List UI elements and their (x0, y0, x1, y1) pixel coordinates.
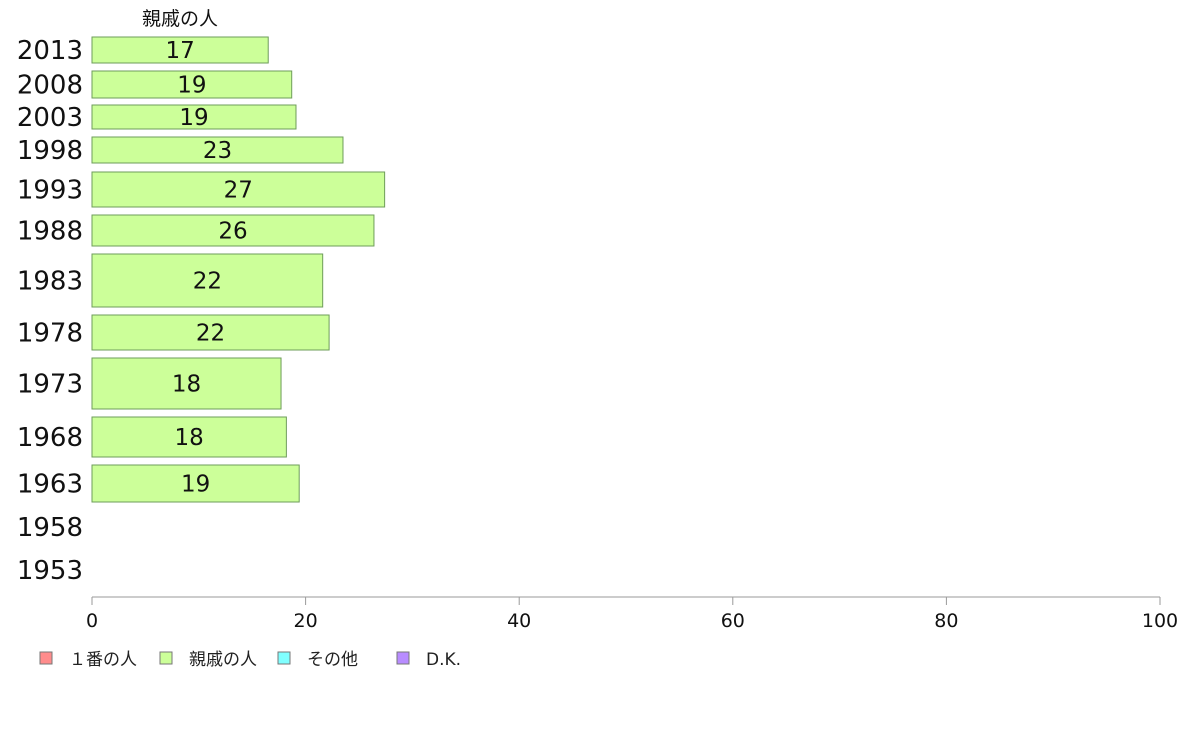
x-tick-label-60: 60 (721, 610, 745, 632)
legend-label-2: 親戚の人 (189, 650, 257, 670)
value-label-1988: 26 (218, 219, 247, 245)
year-label-1988: 1988 (17, 217, 83, 247)
bar-1993 (91, 171, 386, 208)
year-label-1998: 1998 (17, 136, 83, 166)
bar-1998 (91, 136, 344, 164)
bar-1973 (91, 357, 282, 410)
series-title: 親戚の人 (142, 8, 218, 30)
chart-rows: 2013 17 2008 19 2003 19 1998 23 1993 27 1988 26 1983… (17, 36, 386, 586)
year-label-1993: 1993 (17, 176, 83, 206)
year-label-2003: 2003 (17, 103, 83, 133)
value-label-1968: 18 (175, 425, 204, 451)
value-label-1963: 19 (181, 472, 210, 498)
year-label-1978: 1978 (17, 319, 83, 349)
legend-label-3: その他 (307, 650, 358, 670)
value-label-1998: 23 (203, 138, 232, 164)
year-label-1958: 1958 (17, 513, 83, 543)
legend-swatch-2 (159, 651, 173, 665)
legend-swatch-3 (277, 651, 291, 665)
x-axis: 0 20 40 60 80 100 (86, 596, 1178, 632)
legend-label-1: １番の人 (69, 650, 137, 670)
value-label-2013: 17 (165, 38, 194, 64)
year-label-1983: 1983 (17, 267, 83, 297)
bar-2013 (91, 36, 269, 64)
bar-1983 (91, 253, 324, 308)
year-label-1953: 1953 (17, 556, 83, 586)
x-tick-label-20: 20 (294, 610, 318, 632)
legend: １番の人 親戚の人 その他 D.K. (39, 650, 461, 670)
bar-1988 (91, 214, 375, 247)
bar-1978 (91, 314, 330, 351)
year-label-1968: 1968 (17, 423, 83, 453)
bar-2003 (91, 104, 297, 130)
legend-swatch-4 (396, 651, 410, 665)
year-label-1973: 1973 (17, 370, 83, 400)
x-tick-label-80: 80 (934, 610, 958, 632)
x-tick-label-100: 100 (1142, 610, 1178, 632)
value-label-1993: 27 (224, 178, 253, 204)
bar-1963 (91, 464, 300, 503)
value-label-1978: 22 (196, 321, 225, 347)
value-label-1973: 18 (172, 372, 201, 398)
x-tick-label-40: 40 (507, 610, 531, 632)
year-label-2008: 2008 (17, 71, 83, 101)
value-label-1983: 22 (193, 269, 222, 295)
bar-2008 (91, 70, 293, 99)
year-label-2013: 2013 (17, 36, 83, 66)
legend-swatch-1 (39, 651, 53, 665)
x-tick-label-0: 0 (86, 610, 98, 632)
year-label-1963: 1963 (17, 470, 83, 500)
value-label-2008: 19 (177, 73, 206, 99)
bar-1968 (91, 416, 287, 458)
legend-label-4: D.K. (426, 650, 461, 670)
value-label-2003: 19 (179, 105, 208, 131)
